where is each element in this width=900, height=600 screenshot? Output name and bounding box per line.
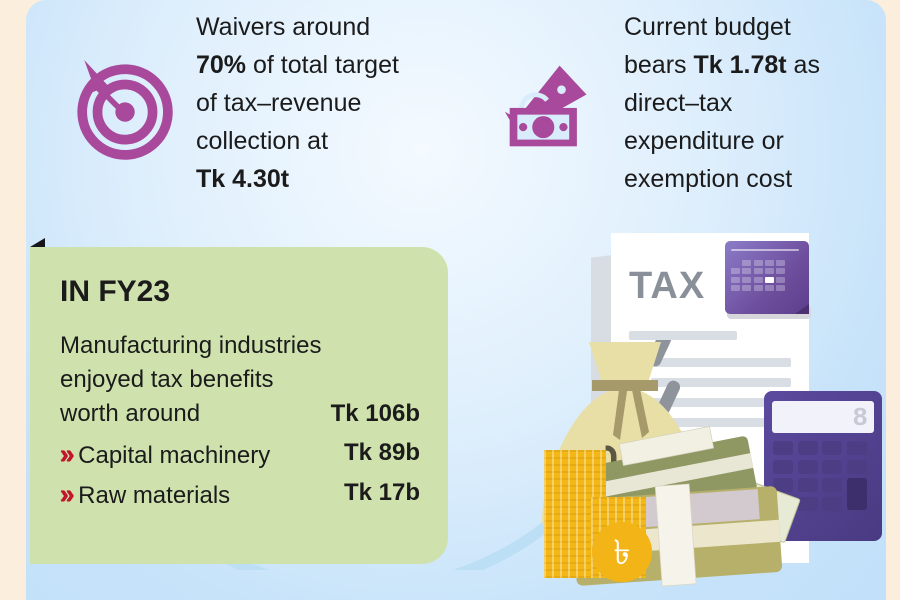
svg-text:৳: ৳ — [614, 534, 631, 572]
